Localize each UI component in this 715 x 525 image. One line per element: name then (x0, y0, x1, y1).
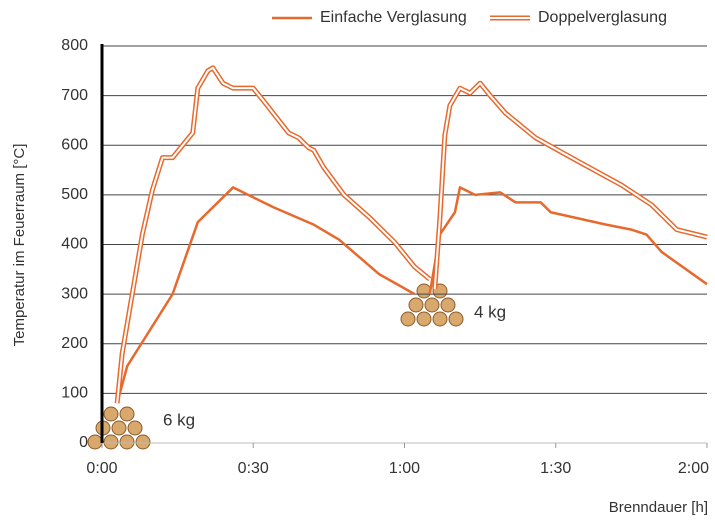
y-tick-label: 300 (61, 285, 88, 302)
line-inner (117, 68, 707, 403)
x-tick-label: 2:00 (678, 460, 709, 477)
x-tick-label: 1:30 (540, 460, 571, 477)
y-axis-label: Temperatur im Feuerraum [°C] (11, 144, 28, 347)
legend-label: Einfache Verglasung (320, 9, 467, 26)
line (117, 187, 707, 403)
annotation: 4 kg (474, 302, 506, 321)
legend-label: Doppelverglasung (538, 9, 667, 26)
y-tick-label: 200 (61, 335, 88, 352)
y-tick-label: 700 (61, 87, 88, 104)
y-tick-label: 800 (61, 37, 88, 54)
annotation: 6 kg (163, 410, 195, 429)
chart: Temperatur im Feuerraum [°C] Brenndauer … (0, 0, 715, 520)
x-axis-label: Brenndauer [h] (609, 499, 708, 516)
y-tick-label: 500 (61, 186, 88, 203)
y-tick-label: 0 (79, 434, 88, 451)
x-tick-label: 0:00 (86, 460, 117, 477)
x-tick-label: 1:00 (389, 460, 420, 477)
x-tick-label: 0:30 (238, 460, 269, 477)
y-tick-label: 400 (61, 236, 88, 253)
line (117, 68, 707, 403)
y-tick-label: 600 (61, 136, 88, 153)
y-tick-label: 100 (61, 385, 88, 402)
